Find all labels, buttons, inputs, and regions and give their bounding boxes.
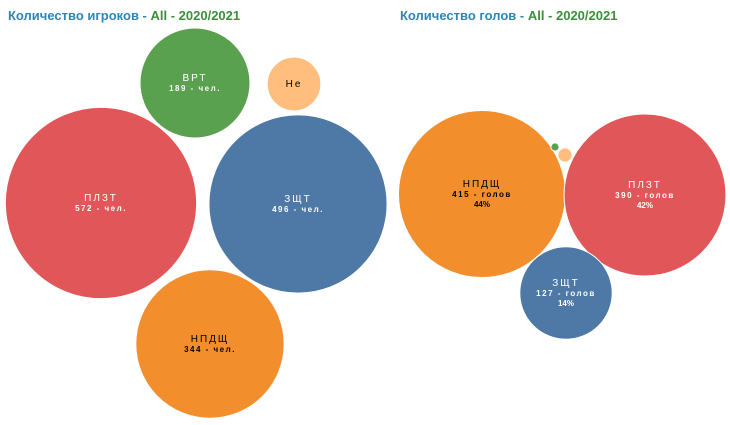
- goals-bubble-plzt-value-label: 390 - голов: [615, 191, 675, 200]
- goals-bubble-small-4[interactable]: [550, 142, 560, 152]
- left-chart-title-main: Количество игроков: [8, 8, 139, 23]
- goals-bubble-npdsh-pct-label: 44%: [474, 200, 490, 209]
- goals-bubble-npdsh-value-label: 415 - голов: [452, 190, 512, 199]
- goals-bubble-zsht-name: ЗЩТ: [552, 278, 580, 289]
- goals-bubble-plzt[interactable]: [563, 113, 727, 277]
- goals-bubble-zsht[interactable]: [519, 246, 613, 340]
- players-bubble-ne-name: Не: [286, 79, 303, 90]
- players-bubble-zsht-value-label: 496 - чел.: [272, 205, 324, 214]
- goals-bubble-plzt-name: ПЛЗТ: [628, 180, 662, 191]
- players-bubble-ne[interactable]: [266, 56, 322, 112]
- players-bubble-vrt-name: ВРТ: [183, 73, 208, 84]
- left-chart-title-sub: All - 2020/2021: [150, 8, 241, 23]
- goals-bubble-small-3[interactable]: [557, 147, 573, 163]
- players-bubble-vrt[interactable]: [139, 27, 251, 139]
- goals-bubble-zsht-pct-label: 14%: [558, 299, 574, 308]
- players-bubble-npdsh-name: НПДЩ: [191, 334, 230, 345]
- goals-bubble-plzt-pct-label: 42%: [637, 201, 653, 210]
- goals-bubble-npdsh-name: НПДЩ: [463, 179, 502, 190]
- players-bubble-vrt-value-label: 189 - чел.: [169, 84, 221, 93]
- players-bubble-zsht[interactable]: [208, 114, 388, 294]
- right-chart-title: Количество голов - All - 2020/2021: [400, 8, 617, 23]
- players-bubble-plzt-name: ПЛЗТ: [84, 193, 118, 204]
- players-bubble-zsht-name: ЗЩТ: [284, 194, 312, 205]
- players-bubble-plzt[interactable]: [4, 106, 198, 300]
- right-chart-title-sep: -: [516, 8, 528, 23]
- players-bubble-plzt-value-label: 572 - чел.: [75, 204, 127, 213]
- right-chart-title-main: Количество голов: [400, 8, 517, 23]
- left-chart-title-sep: -: [138, 8, 151, 23]
- players-bubble-npdsh[interactable]: [135, 269, 285, 419]
- right-chart-title-sub: All - 2020/2021: [527, 8, 618, 23]
- left-chart-title: Количество игроков - All - 2020/2021: [8, 8, 240, 23]
- goals-bubble-zsht-value-label: 127 - голов: [536, 289, 596, 298]
- players-bubble-npdsh-value-label: 344 - чел.: [184, 345, 236, 354]
